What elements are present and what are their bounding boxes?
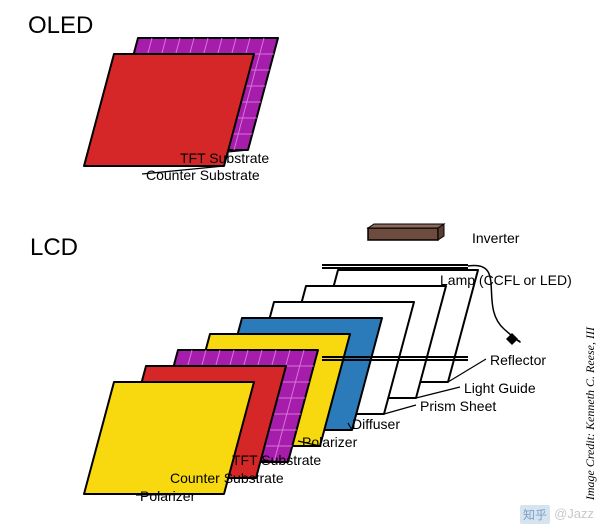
diagram-canvas: [0, 0, 600, 528]
watermark-text: @Jazz: [554, 506, 594, 521]
label-lcd-light-guide: Light Guide: [464, 380, 536, 396]
zhihu-logo-icon: 知乎: [520, 505, 550, 524]
lcd-title: LCD: [30, 234, 78, 262]
label-lcd-counter-substrate: Counter Substrate: [170, 470, 284, 486]
label-lcd-reflector: Reflector: [490, 352, 546, 368]
label-lamp: Lamp (CCFL or LED): [440, 272, 572, 288]
label-oled-counter-substrate: Counter Substrate: [146, 167, 260, 183]
label-oled-tft-substrate: TFT Substrate: [180, 150, 269, 166]
label-lcd-diffuser: Diffuser: [352, 416, 400, 432]
label-lcd-polarizer-2: Polarizer: [302, 434, 357, 450]
label-inverter: Inverter: [472, 230, 519, 246]
label-lcd-tft-substrate: TFT Substrate: [232, 452, 321, 468]
oled-title: OLED: [28, 12, 93, 40]
inverter-block: [368, 228, 438, 240]
image-credit: Image Credit: Kenneth C. Reese, III: [583, 327, 598, 500]
watermark: 知乎 @Jazz: [520, 505, 594, 524]
wire-plug-icon: [506, 333, 518, 345]
inverter-block-top: [368, 224, 444, 228]
label-lcd-prism-sheet: Prism Sheet: [420, 398, 496, 414]
label-lcd-polarizer-1: Polarizer: [140, 488, 195, 504]
